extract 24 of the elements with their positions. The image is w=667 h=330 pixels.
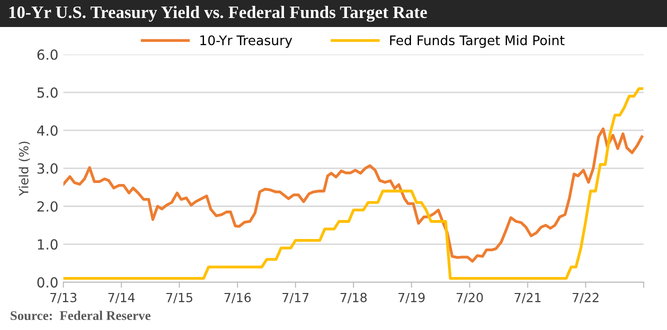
line-series bbox=[63, 87, 644, 280]
y-tick-label: 2.0 bbox=[37, 201, 58, 212]
line-series bbox=[63, 127, 644, 263]
x-tick-label: 7/16 bbox=[224, 292, 251, 304]
x-tick-label: 7/14 bbox=[108, 292, 135, 304]
x-tick-label: 7/21 bbox=[514, 292, 541, 304]
x-tick-label: 7/15 bbox=[166, 292, 192, 304]
y-axis-title: Yield (%) bbox=[18, 142, 30, 196]
x-tick-label: 7/17 bbox=[282, 292, 308, 304]
y-tick-label: 6.0 bbox=[37, 49, 58, 60]
x-tick-label: 7/20 bbox=[456, 292, 483, 304]
x-tick-label: 7/18 bbox=[340, 292, 367, 304]
legend-label: 10-Yr Treasury bbox=[200, 35, 292, 48]
x-tick-label: 7/22 bbox=[572, 292, 598, 304]
y-tick-label: 3.0 bbox=[37, 163, 58, 174]
x-tick-label: 7/19 bbox=[398, 292, 425, 304]
y-tick-label: 0.0 bbox=[37, 277, 58, 288]
y-tick-label: 5.0 bbox=[37, 87, 58, 98]
y-tick-label: 4.0 bbox=[37, 125, 58, 136]
chart-title: 10-Yr U.S. Treasury Yield vs. Federal Funds Target Rate bbox=[9, 6, 427, 22]
source-note: Source: Federal Reserve bbox=[10, 310, 150, 320]
y-tick-label: 1.0 bbox=[38, 239, 58, 250]
x-tick-label: 7/13 bbox=[50, 292, 76, 304]
legend-label: Fed Funds Target Mid Point bbox=[390, 35, 564, 48]
